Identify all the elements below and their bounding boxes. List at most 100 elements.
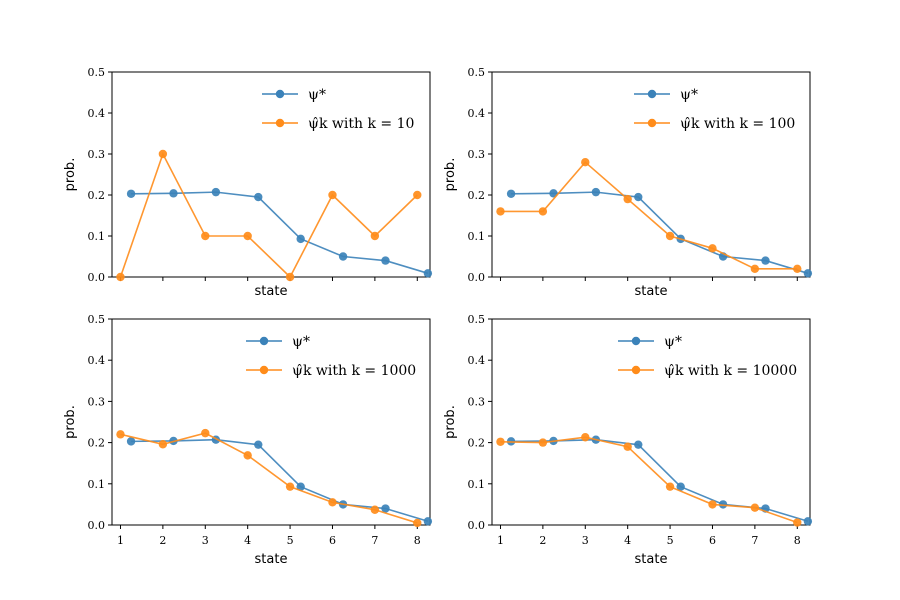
x-tick-label: 8: [794, 534, 801, 547]
data-point: [718, 500, 728, 509]
series-line: [119, 151, 418, 279]
data-point: [126, 437, 136, 446]
data-point: [381, 504, 390, 513]
y-tick-label: 0.1: [468, 478, 486, 491]
y-tick-label: 0.0: [88, 271, 106, 284]
data-point: [296, 482, 305, 491]
y-tick-label: 0.5: [468, 66, 486, 79]
y-tick-label: 0.0: [468, 271, 486, 284]
data-point: [506, 189, 516, 198]
data-point: [370, 231, 380, 241]
data-point: [581, 158, 590, 167]
data-point: [381, 256, 390, 265]
legend-label: ψ̂k with k = 100: [680, 116, 795, 132]
series-psi-hat: [116, 428, 422, 528]
data-point: [423, 517, 433, 526]
x-tick-label: 4: [624, 534, 631, 547]
data-point: [328, 190, 337, 200]
data-point: [370, 505, 380, 514]
y-tick-label: 0.0: [468, 519, 486, 532]
legend-marker: [631, 365, 641, 375]
data-point: [254, 440, 263, 449]
y-axis-title: prob.: [443, 405, 458, 439]
subplot-3: 0.0 0.1 0.2 0.3 0.4 0.5 1 2 3 4 5 6 7 8 state prob. ψ* ψ̂…: [63, 313, 433, 567]
x-tick-label: 8: [414, 534, 421, 547]
y-tick-label: 0.0: [88, 519, 106, 532]
y-tick-label: 0.2: [468, 437, 486, 450]
y-axis-title: prob.: [63, 158, 78, 192]
data-point: [623, 194, 632, 204]
data-point: [538, 438, 548, 447]
legend: ψ* ψ̂k with k = 1000: [246, 334, 416, 379]
y-tick-label: 0.4: [88, 354, 106, 367]
data-point: [581, 433, 590, 442]
subplot-4: 0.0 0.1 0.2 0.3 0.4 0.5 1 2 3 4 5 6 7 8 state prob. ψ* ψ̂…: [443, 313, 813, 567]
x-tick-label: 2: [159, 534, 166, 547]
series-psi-star: [506, 187, 813, 278]
y-tick-label: 0.3: [468, 148, 486, 161]
data-point: [750, 503, 760, 512]
legend-marker: [631, 336, 641, 346]
legend-marker: [647, 89, 657, 99]
legend-marker: [275, 89, 285, 99]
legend-marker: [275, 118, 285, 128]
subplot-1: 0.0 0.1 0.2 0.3 0.4 0.5 state prob. ψ* ψ̂k with k…: [63, 66, 433, 299]
x-tick-label: 1: [497, 534, 504, 547]
series-psi-hat: [496, 433, 802, 527]
y-tick-label: 0.3: [88, 148, 106, 161]
data-point: [243, 231, 252, 241]
data-point: [496, 437, 505, 446]
data-point: [496, 207, 505, 216]
axes-frame: [491, 318, 811, 526]
legend-label: ψ̂k with k = 10000: [664, 363, 797, 379]
x-tick-label: 2: [539, 534, 546, 547]
y-tick-label: 0.4: [468, 354, 486, 367]
data-point: [126, 189, 136, 198]
data-point: [328, 498, 337, 507]
x-tick-label: 5: [667, 534, 674, 547]
axes-frame: [111, 318, 431, 526]
data-point: [243, 451, 252, 460]
data-point: [665, 231, 675, 241]
data-point: [116, 272, 125, 282]
legend-label: ψ*: [680, 87, 698, 103]
axes-frame: [111, 71, 431, 278]
legend-marker: [647, 118, 657, 128]
x-tick-label: 1: [117, 534, 124, 547]
x-axis-title: state: [635, 284, 668, 299]
data-point: [158, 149, 168, 159]
x-tick-label: 6: [709, 534, 716, 547]
data-point: [296, 234, 305, 244]
series-line: [511, 191, 809, 275]
legend-label: ψ*: [292, 334, 310, 350]
data-point: [634, 192, 643, 202]
y-axis-title: prob.: [63, 405, 78, 439]
legend-label: ψ̂k with k = 1000: [292, 363, 416, 379]
data-point: [623, 442, 632, 451]
data-point: [676, 482, 685, 491]
data-point: [538, 207, 548, 216]
y-tick-label: 0.5: [468, 313, 486, 326]
series-psi-star: [126, 187, 433, 278]
data-point: [665, 482, 675, 491]
subplot-2: 0.0 0.1 0.2 0.3 0.4 0.5 state prob. ψ* ψ̂k with k…: [443, 66, 813, 299]
data-point: [201, 428, 210, 438]
data-point: [254, 192, 263, 202]
y-tick-label: 0.5: [88, 66, 106, 79]
series-line: [500, 161, 798, 270]
data-point: [761, 256, 770, 265]
data-point: [201, 231, 210, 241]
data-point: [169, 189, 178, 198]
data-point: [338, 252, 348, 261]
legend: ψ* ψ̂k with k = 10000: [618, 334, 797, 379]
legend-label: ψ̂k with k = 10: [308, 116, 414, 132]
axes-frame: [491, 71, 811, 278]
y-tick-label: 0.2: [468, 189, 486, 202]
x-tick-label: 3: [202, 534, 209, 547]
y-tick-label: 0.1: [468, 230, 486, 243]
data-point: [413, 518, 422, 528]
y-tick-label: 0.3: [88, 395, 106, 408]
legend-marker: [259, 365, 269, 375]
series-line: [500, 436, 798, 524]
data-point: [634, 440, 643, 449]
